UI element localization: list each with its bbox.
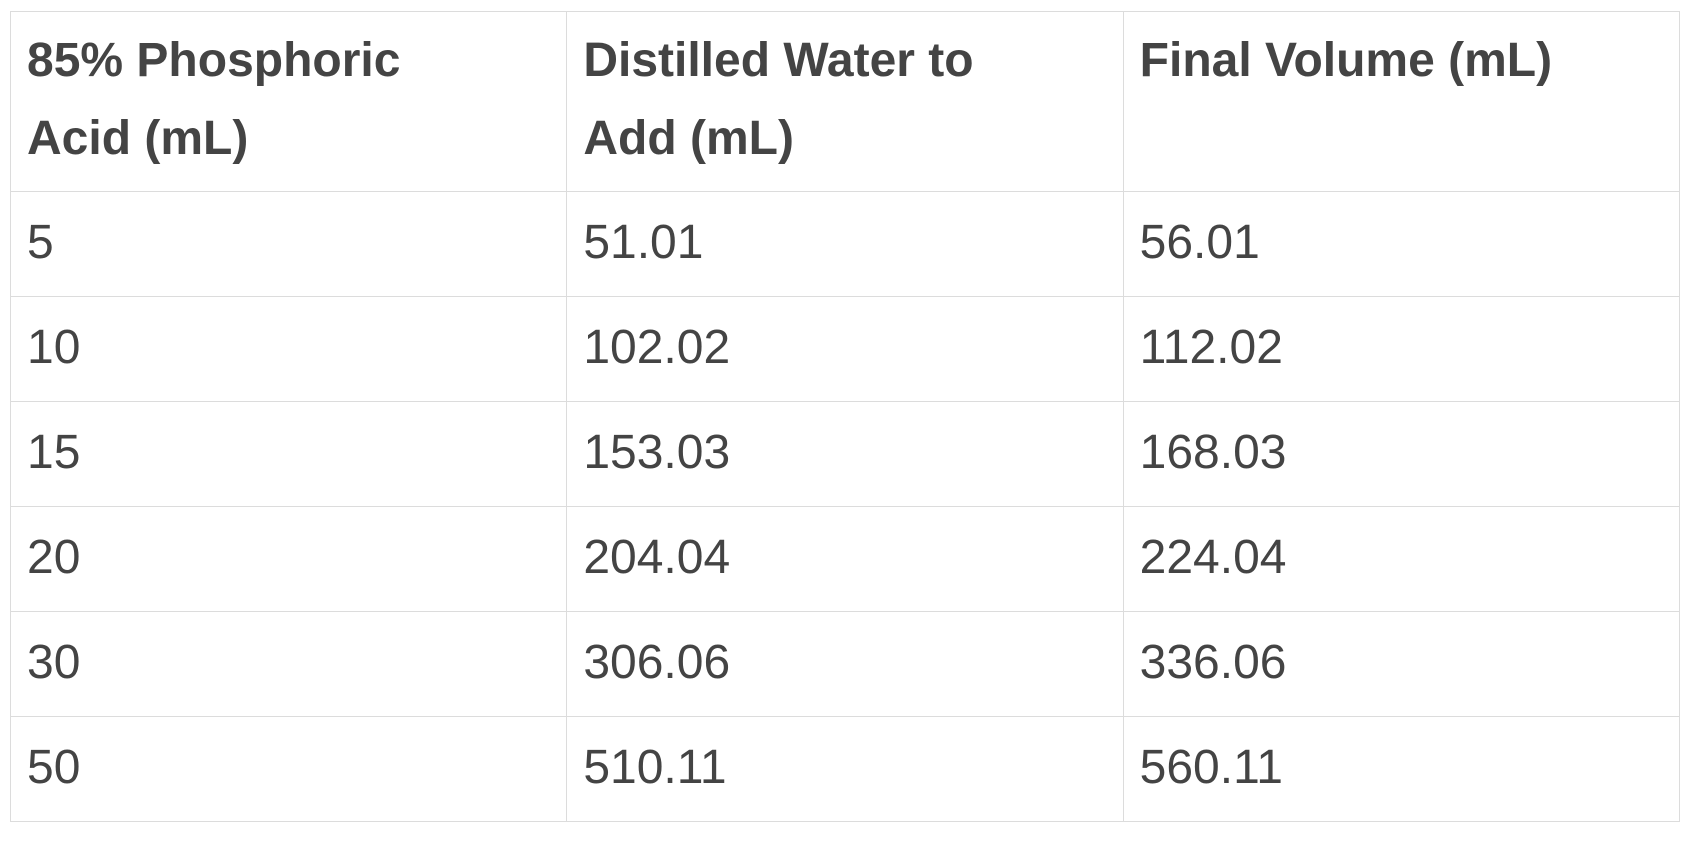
table-cell: 168.03 (1122, 401, 1681, 507)
table-row: 30 306.06 336.06 (9, 611, 1681, 717)
header-cell: Final Volume (mL) (1122, 11, 1681, 192)
table-cell: 224.04 (1122, 506, 1681, 612)
table-cell: 102.02 (566, 296, 1124, 402)
table-row: 10 102.02 112.02 (9, 296, 1681, 402)
table-row: 50 510.11 560.11 (9, 716, 1681, 822)
header-cell: Distilled Water to Add (mL) (566, 11, 1124, 192)
table-cell: 56.01 (1122, 191, 1681, 297)
table-row: 5 51.01 56.01 (9, 191, 1681, 297)
header-cell: 85% Phosphoric Acid (mL) (9, 11, 568, 192)
data-table: 85% Phosphoric Acid (mL) Distilled Water … (9, 11, 1681, 822)
table-cell: 336.06 (1122, 611, 1681, 717)
table-cell: 10 (9, 296, 568, 402)
table-cell: 15 (9, 401, 568, 507)
table-cell: 20 (9, 506, 568, 612)
table-cell: 560.11 (1122, 716, 1681, 822)
table-cell: 51.01 (566, 191, 1124, 297)
table-cell: 112.02 (1122, 296, 1681, 402)
table-cell: 204.04 (566, 506, 1124, 612)
header-row: 85% Phosphoric Acid (mL) Distilled Water … (9, 11, 1681, 192)
table-body: 5 51.01 56.01 10 102.02 112.02 15 153.03 168.03 2… (9, 191, 1681, 822)
table-cell: 153.03 (566, 401, 1124, 507)
table-cell: 50 (9, 716, 568, 822)
table-cell: 306.06 (566, 611, 1124, 717)
table-cell: 5 (9, 191, 568, 297)
table-row: 15 153.03 168.03 (9, 401, 1681, 507)
table-cell: 30 (9, 611, 568, 717)
table-cell: 510.11 (566, 716, 1124, 822)
table-head: 85% Phosphoric Acid (mL) Distilled Water … (9, 11, 1681, 192)
table-row: 20 204.04 224.04 (9, 506, 1681, 612)
